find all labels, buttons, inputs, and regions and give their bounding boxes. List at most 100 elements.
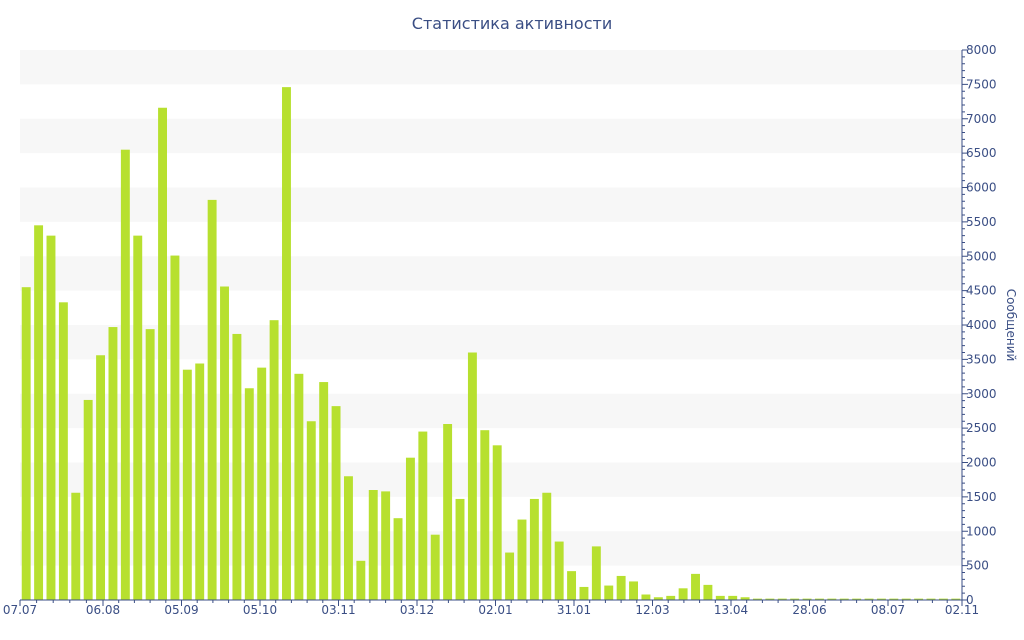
bar: [480, 430, 490, 600]
bar: [269, 320, 279, 600]
bar: [21, 287, 31, 600]
bar: [34, 225, 44, 600]
bar: [604, 585, 614, 600]
grid-band: [20, 50, 962, 85]
x-tick-label: 05.09: [164, 603, 198, 617]
y-tick-label: 3500: [966, 352, 997, 366]
bar: [83, 399, 93, 600]
bar: [455, 498, 465, 600]
bar: [158, 107, 167, 600]
bar: [133, 235, 143, 601]
bar: [195, 363, 205, 600]
bar: [864, 598, 874, 601]
bar: [579, 586, 589, 600]
bar: [232, 333, 242, 600]
bar: [492, 445, 502, 600]
bar: [356, 560, 366, 600]
bar: [653, 597, 663, 600]
bar: [46, 235, 56, 601]
bar: [839, 598, 849, 601]
y-tick-label: 1500: [966, 490, 997, 504]
bar: [220, 286, 229, 600]
chart-title: Статистика активности: [411, 14, 613, 33]
x-tick-label: 03.11: [321, 603, 355, 617]
bar: [914, 598, 924, 601]
y-tick-label: 4000: [966, 318, 997, 332]
x-axis: 07.07 06.08 05.09 05.10 03.11 03.12 02.01 31.01…: [3, 599, 979, 617]
y-axis-title: Сообщений: [1004, 289, 1018, 362]
x-tick-label: 02.11: [945, 603, 979, 617]
x-tick-label: 03.12: [400, 603, 434, 617]
x-tick-label: 06.08: [86, 603, 120, 617]
bar: [319, 382, 329, 600]
bar: [753, 598, 762, 601]
bar: [306, 421, 316, 600]
bar: [331, 406, 341, 601]
bar: [443, 424, 453, 600]
y-tick-label: 2500: [966, 421, 997, 435]
bar: [405, 457, 415, 600]
y-tick-label: 0: [966, 593, 974, 607]
bar: [629, 581, 638, 600]
x-tick-label: 28.06: [792, 603, 826, 617]
bar: [207, 199, 217, 601]
bar: [71, 492, 81, 600]
y-tick-label: 5500: [966, 215, 997, 229]
bar: [58, 302, 68, 600]
bar: [889, 598, 899, 601]
bar: [542, 492, 552, 600]
bar: [715, 595, 725, 601]
bar: [691, 573, 700, 601]
bar: [777, 598, 787, 601]
y-tick-label: 7000: [966, 112, 997, 126]
bar: [567, 571, 577, 601]
y-tick-label: 4500: [966, 284, 997, 298]
bar: [257, 367, 267, 601]
bar: [467, 352, 477, 600]
bar: [418, 431, 428, 600]
grid-band: [20, 118, 962, 154]
bar: [951, 598, 961, 601]
bar: [554, 541, 564, 600]
bar: [678, 588, 688, 600]
x-tick-label: 12.03: [635, 603, 669, 617]
bar: [96, 355, 106, 600]
bar: [802, 598, 812, 601]
y-tick-label: 1000: [966, 524, 997, 538]
y-tick-label: 6500: [966, 146, 997, 160]
y-axis: 0 500 1000 1500 2000 2500 3000 3500 4000 4500 5000…: [961, 43, 1018, 607]
bar: [641, 594, 651, 600]
bar: [616, 575, 626, 600]
x-tick-label: 31.01: [557, 603, 591, 617]
bar: [827, 598, 837, 601]
y-tick-label: 8000: [966, 43, 997, 57]
bar: [876, 598, 886, 601]
bar: [393, 518, 403, 600]
bar: [170, 255, 180, 600]
bar: [145, 329, 155, 601]
bars: [21, 87, 961, 601]
y-tick-label: 500: [966, 559, 989, 573]
y-tick-label: 2000: [966, 456, 997, 470]
bar: [901, 598, 911, 601]
bar: [938, 598, 948, 601]
bar: [703, 584, 713, 601]
bar: [108, 327, 118, 600]
y-tick-label: 5000: [966, 249, 997, 263]
y-tick-label: 7500: [966, 77, 997, 91]
bar: [505, 552, 515, 600]
bar: [244, 388, 254, 600]
x-tick-label: 05.10: [243, 603, 277, 617]
y-tick-label: 3000: [966, 387, 997, 401]
bar: [815, 598, 824, 601]
bar: [740, 597, 750, 600]
bar: [120, 149, 130, 600]
bar: [430, 534, 440, 600]
bar: [666, 595, 676, 601]
bar: [282, 87, 291, 601]
bar: [381, 491, 391, 601]
bar: [344, 476, 353, 600]
x-tick-label: 13.04: [714, 603, 748, 617]
bar: [852, 598, 862, 601]
